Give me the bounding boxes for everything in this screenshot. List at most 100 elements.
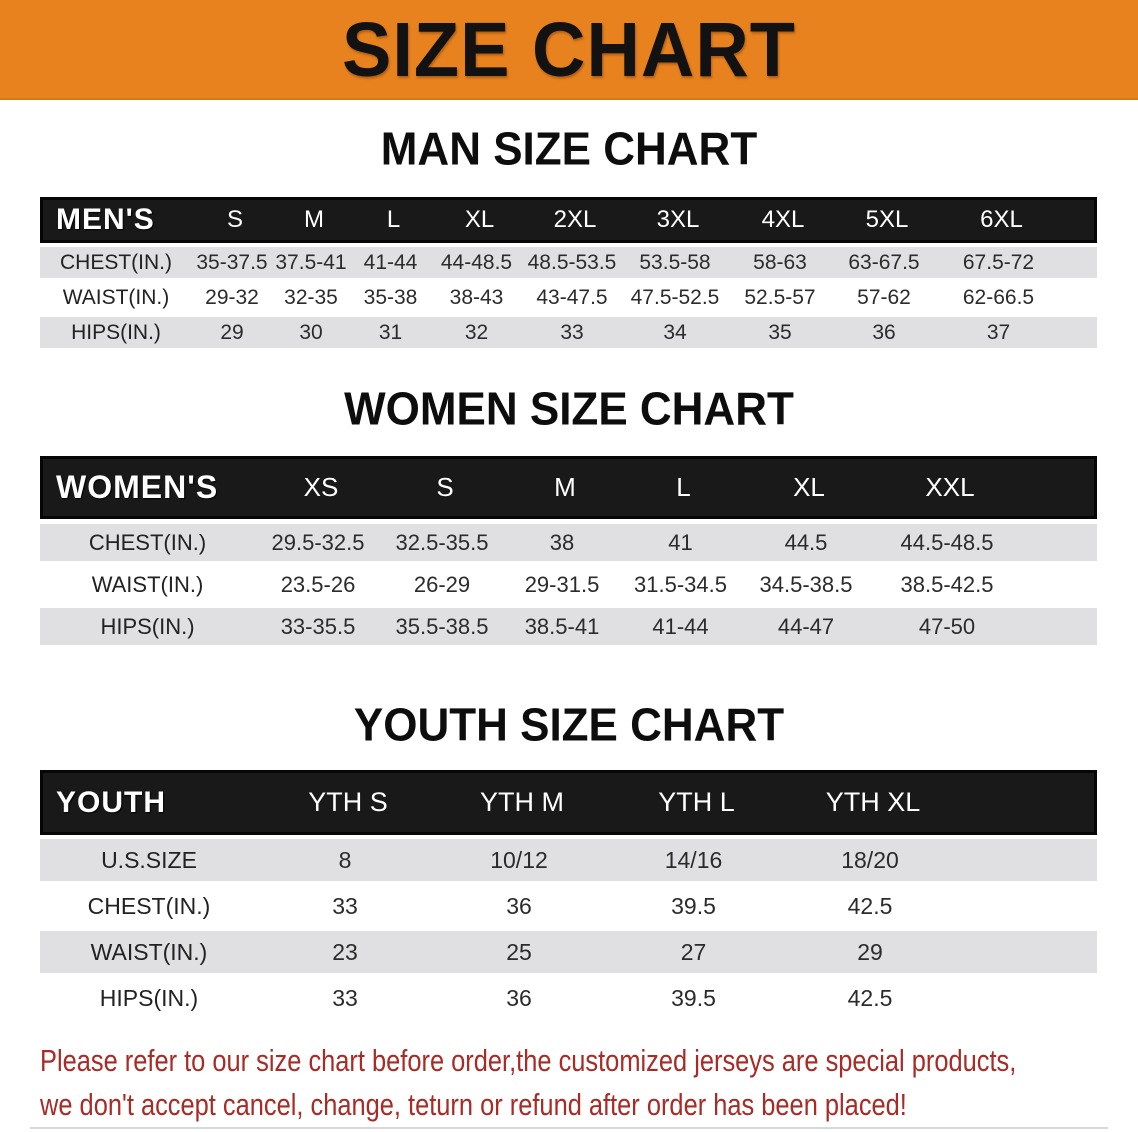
size-column-header: L	[386, 206, 401, 233]
size-value: 33-35.5	[280, 613, 356, 639]
table-row: HIPS(IN.) 33-35.5 35.5-38.5 38.5-41 41-44 44-…	[40, 608, 1097, 645]
size-value: 36	[506, 984, 532, 1011]
size-value: 14/16	[664, 846, 723, 873]
size-value: 36	[872, 320, 896, 344]
size-value: 34	[663, 320, 687, 344]
size-value: 31	[378, 320, 403, 344]
size-column-header: 6XL	[980, 206, 1023, 233]
size-column-header: L	[676, 472, 691, 502]
women-size-chart-heading: WOMEN SIZE CHART	[344, 383, 794, 436]
size-value: 44.5	[784, 529, 828, 555]
table-corner-label: YOUTH	[56, 785, 166, 819]
size-value: 43-47.5	[536, 285, 608, 309]
size-value: 23.5-26	[280, 571, 356, 597]
size-value: 37.5-41	[275, 250, 347, 274]
size-chart-banner: SIZE CHART	[0, 0, 1138, 100]
size-value: 33	[332, 892, 358, 919]
row-label: CHEST(IN.)	[87, 892, 211, 919]
size-value: 38.5-41	[524, 613, 600, 639]
size-column-header: 5XL	[865, 206, 909, 233]
size-column-header: 3XL	[656, 206, 700, 233]
size-value: 27	[680, 938, 707, 965]
size-column-header: S	[436, 472, 454, 502]
size-value: 44-48.5	[440, 250, 513, 274]
size-column-header: XS	[303, 472, 339, 502]
mens-size-table: MEN'S S M L XL 2XL 3XL 4XL 5XL 6XL CHEST(IN.) 35-3…	[40, 197, 1097, 348]
size-value: 23	[332, 938, 358, 965]
youth-size-table: YOUTH YTH S YTH M YTH L YTH XL U.S.SIZE 8 10/1…	[40, 770, 1097, 1019]
size-value: 62-66.5	[962, 285, 1035, 309]
size-value: 42.5	[847, 892, 893, 919]
size-value: 35-38	[363, 285, 418, 309]
man-size-chart-heading: MAN SIZE CHART	[380, 123, 758, 176]
disclaimer: Please refer to our size chart before or…	[40, 1039, 1138, 1127]
size-column-header: M	[554, 472, 576, 502]
size-value: 47-50	[918, 613, 976, 639]
size-value: 30	[299, 320, 323, 344]
size-value: 25	[506, 938, 532, 965]
size-value: 41-44	[363, 250, 418, 274]
table-row: HIPS(IN.) 33 36 39.5 42.5	[40, 977, 1097, 1019]
size-value: 58-63	[753, 250, 807, 274]
size-column-header: XXL	[925, 472, 975, 502]
table-row: CHEST(IN.) 29.5-32.5 32.5-35.5 38 41 44.5 44.5…	[40, 524, 1097, 561]
table-corner-label: WOMEN'S	[56, 469, 219, 505]
size-column-header: YTH S	[308, 787, 388, 817]
size-value: 39.5	[671, 892, 716, 919]
size-value: 29	[220, 320, 244, 344]
table-row: WAIST(IN.) 23.5-26 26-29 29-31.5 31.5-34.5 34…	[40, 566, 1097, 603]
size-value: 8	[338, 846, 352, 873]
bottom-edge-divider	[30, 1127, 1108, 1129]
size-value: 32-35	[284, 285, 338, 309]
size-value: 32.5-35.5	[395, 529, 489, 555]
size-value: 57-62	[857, 285, 911, 309]
size-value: 63-67.5	[848, 250, 920, 274]
size-value: 53.5-58	[639, 250, 711, 274]
size-column-header: YTH M	[480, 787, 564, 817]
size-value: 36	[506, 892, 532, 919]
size-value: 35.5-38.5	[395, 613, 489, 639]
size-column-header: S	[226, 206, 243, 233]
size-value: 47.5-52.5	[630, 285, 720, 309]
size-column-header: XL	[793, 472, 825, 502]
size-value: 29.5-32.5	[271, 529, 365, 555]
size-column-header: M	[304, 206, 324, 233]
size-value: 52.5-57	[744, 285, 816, 309]
size-value: 67.5-72	[962, 250, 1035, 274]
size-value: 29-31.5	[524, 571, 600, 597]
table-corner-label: MEN'S	[56, 203, 155, 236]
size-value: 38.5-42.5	[900, 571, 994, 597]
table-row: U.S.SIZE 8 10/12 14/16 18/20	[40, 839, 1097, 881]
row-label: WAIST(IN.)	[91, 571, 204, 597]
disclaimer-line-1: Please refer to our size chart before or…	[40, 1043, 1017, 1078]
size-value: 18/20	[841, 846, 899, 873]
row-label: WAIST(IN.)	[90, 938, 208, 965]
row-label: CHEST(IN.)	[60, 250, 172, 274]
table-row: WAIST(IN.) 23 25 27 29	[40, 931, 1097, 973]
size-value: 32	[464, 320, 489, 344]
size-value: 26-29	[413, 571, 471, 597]
row-label: HIPS(IN.)	[100, 613, 195, 639]
row-label: WAIST(IN.)	[62, 285, 170, 309]
row-label: CHEST(IN.)	[88, 529, 207, 555]
size-value: 34.5-38.5	[759, 571, 853, 597]
mens-table-header-row: MEN'S S M L XL 2XL 3XL 4XL 5XL 6XL	[40, 197, 1097, 243]
size-value: 29	[857, 938, 883, 965]
row-label: HIPS(IN.)	[71, 320, 161, 344]
size-value: 38	[549, 529, 575, 555]
size-value: 10/12	[490, 846, 548, 873]
size-value: 44.5-48.5	[900, 529, 994, 555]
size-value: 42.5	[847, 984, 893, 1011]
size-column-header: YTH L	[658, 787, 735, 817]
youth-size-chart-heading: YOUTH SIZE CHART	[353, 699, 785, 752]
size-value: 31.5-34.5	[634, 571, 727, 597]
size-column-header: 2XL	[553, 206, 597, 233]
size-value: 35-37.5	[196, 250, 268, 274]
youth-table-header-row: YOUTH YTH S YTH M YTH L YTH XL	[40, 770, 1097, 835]
banner-title: SIZE CHART	[342, 5, 796, 93]
womens-table-header-row: WOMEN'S XS S M L XL XXL	[40, 456, 1097, 519]
row-label: U.S.SIZE	[101, 846, 197, 873]
size-column-header: YTH XL	[825, 787, 921, 817]
size-value: 39.5	[671, 984, 716, 1011]
table-row: CHEST(IN.) 33 36 39.5 42.5	[40, 885, 1097, 927]
